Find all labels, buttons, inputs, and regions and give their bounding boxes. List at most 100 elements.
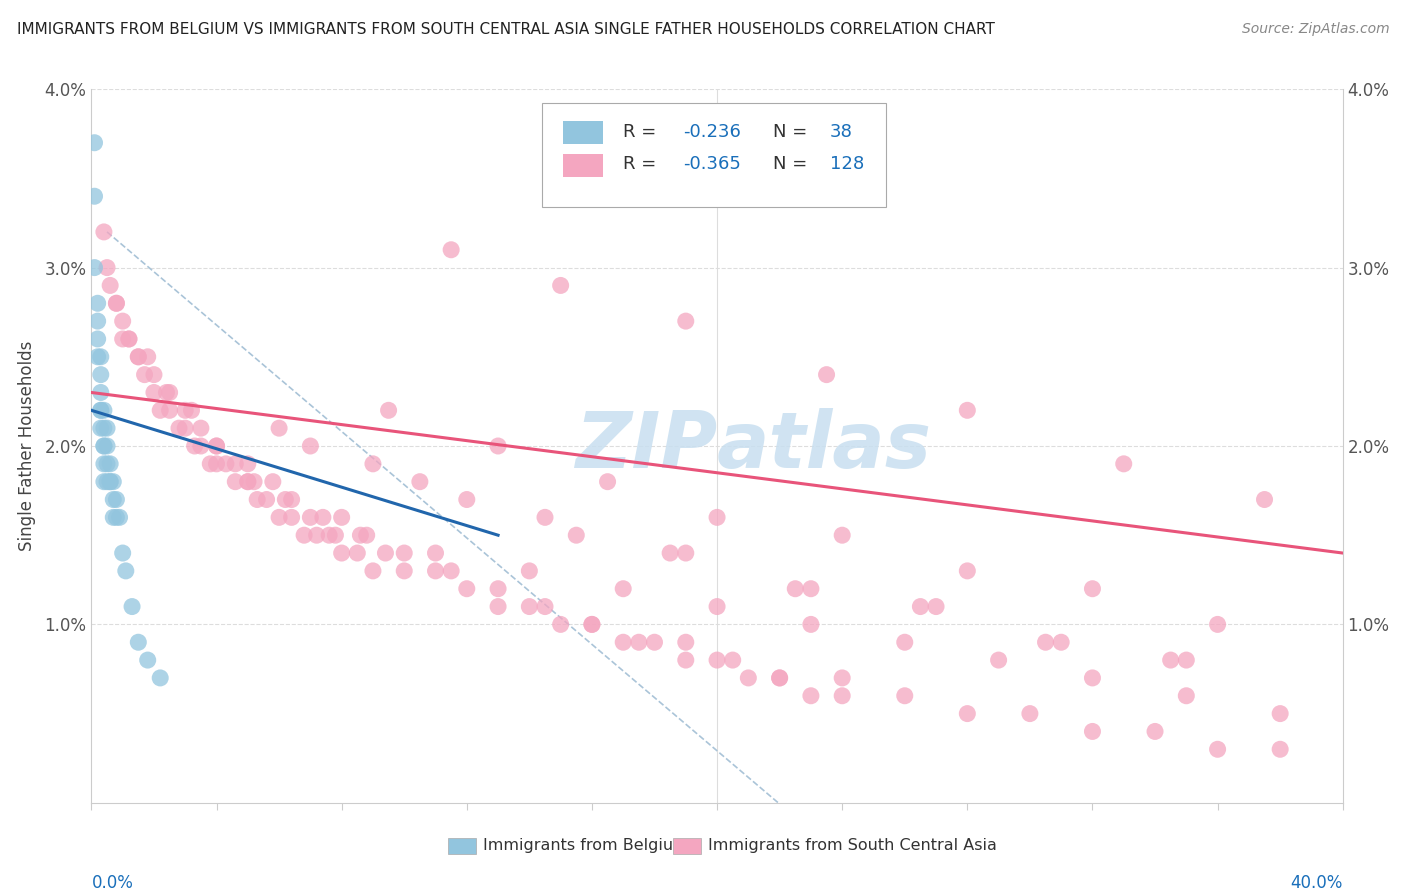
Point xyxy=(956,403,979,417)
Point xyxy=(1270,742,1292,756)
Bar xyxy=(673,838,700,855)
Point xyxy=(318,528,340,542)
Point xyxy=(440,564,463,578)
Point xyxy=(1206,742,1229,756)
Point xyxy=(183,439,205,453)
Point xyxy=(831,671,853,685)
Point xyxy=(108,510,131,524)
Point xyxy=(581,617,603,632)
Point xyxy=(90,350,112,364)
Point xyxy=(721,653,744,667)
Point xyxy=(486,439,509,453)
Point xyxy=(356,528,378,542)
Point xyxy=(180,403,202,417)
Point xyxy=(174,421,197,435)
Point xyxy=(86,350,108,364)
Point xyxy=(98,475,121,489)
Point xyxy=(1270,706,1292,721)
Point xyxy=(517,564,540,578)
Point xyxy=(86,332,108,346)
Point xyxy=(111,546,134,560)
Point xyxy=(456,582,478,596)
Point xyxy=(96,260,118,275)
Point xyxy=(121,599,143,614)
Point xyxy=(159,403,181,417)
Point xyxy=(312,510,335,524)
Point xyxy=(550,617,572,632)
Point xyxy=(155,385,177,400)
Point xyxy=(96,457,118,471)
Point xyxy=(346,546,368,560)
Text: 38: 38 xyxy=(830,123,852,141)
Point xyxy=(486,599,509,614)
Point xyxy=(1160,653,1182,667)
Point xyxy=(425,546,447,560)
Point xyxy=(565,528,588,542)
Point xyxy=(90,368,112,382)
Point xyxy=(785,582,807,596)
Point xyxy=(256,492,278,507)
Point xyxy=(143,368,166,382)
Point xyxy=(612,635,634,649)
Point xyxy=(612,582,634,596)
Point xyxy=(706,653,728,667)
Point xyxy=(190,421,212,435)
Point xyxy=(1144,724,1167,739)
Text: 40.0%: 40.0% xyxy=(1291,874,1343,892)
Y-axis label: Single Father Households: Single Father Households xyxy=(18,341,37,551)
Point xyxy=(956,564,979,578)
Point xyxy=(118,332,141,346)
Point xyxy=(93,403,115,417)
Point xyxy=(205,439,228,453)
Point xyxy=(243,475,266,489)
Point xyxy=(550,278,572,293)
Point xyxy=(274,492,297,507)
Point xyxy=(1081,582,1104,596)
Point xyxy=(425,564,447,578)
Point xyxy=(105,510,128,524)
Point xyxy=(190,439,212,453)
Point xyxy=(534,599,557,614)
Point xyxy=(174,403,197,417)
Point xyxy=(361,564,384,578)
Point xyxy=(86,314,108,328)
Point xyxy=(93,475,115,489)
Point xyxy=(103,475,125,489)
Text: ZIP: ZIP xyxy=(575,408,717,484)
Bar xyxy=(449,838,475,855)
Point xyxy=(83,260,105,275)
Point xyxy=(1018,706,1040,721)
Point xyxy=(292,528,315,542)
Point xyxy=(1112,457,1135,471)
Point xyxy=(127,635,149,649)
Point xyxy=(246,492,269,507)
Text: IMMIGRANTS FROM BELGIUM VS IMMIGRANTS FROM SOUTH CENTRAL ASIA SINGLE FATHER HOUS: IMMIGRANTS FROM BELGIUM VS IMMIGRANTS FR… xyxy=(17,22,995,37)
Bar xyxy=(564,154,603,177)
Point xyxy=(111,314,134,328)
Point xyxy=(280,492,302,507)
Point xyxy=(1175,689,1198,703)
Point xyxy=(236,475,259,489)
Point xyxy=(149,671,172,685)
Point xyxy=(925,599,948,614)
Point xyxy=(910,599,932,614)
Text: Immigrants from Belgium: Immigrants from Belgium xyxy=(484,838,689,853)
Point xyxy=(596,475,619,489)
Point xyxy=(768,671,790,685)
Point xyxy=(894,635,917,649)
Point xyxy=(90,421,112,435)
Point xyxy=(236,475,259,489)
Point xyxy=(675,314,697,328)
Point xyxy=(103,510,125,524)
Point xyxy=(267,510,290,524)
Point xyxy=(1050,635,1073,649)
Point xyxy=(224,475,246,489)
Point xyxy=(643,635,665,649)
Text: R =: R = xyxy=(623,123,662,141)
Point xyxy=(149,403,172,417)
Point xyxy=(987,653,1010,667)
Point xyxy=(205,439,228,453)
Point xyxy=(127,350,149,364)
Point xyxy=(127,350,149,364)
Point xyxy=(98,457,121,471)
